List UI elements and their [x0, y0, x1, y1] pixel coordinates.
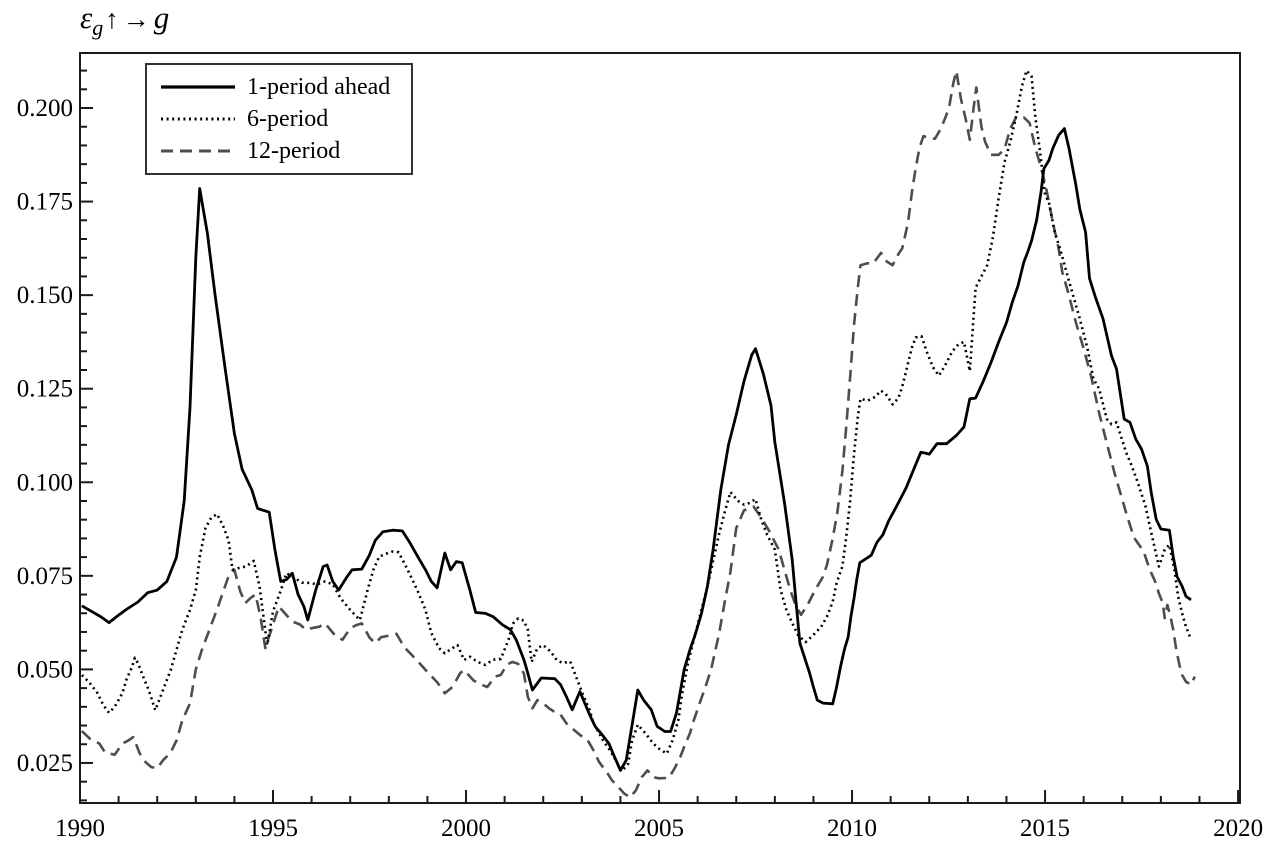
dashed-line-sample-icon: [161, 149, 235, 153]
y-axis-tick-label: 0.075: [17, 563, 73, 590]
y-axis-tick-label: 0.050: [17, 656, 73, 683]
dotted-line-sample-icon: [161, 117, 235, 121]
x-axis-tick-label: 2005: [634, 815, 684, 842]
legend-item-6-period: 6-period: [159, 104, 411, 134]
title-epsilon: ε: [80, 0, 93, 35]
title-target-variable: g: [153, 0, 170, 35]
y-axis-tick-label: 0.125: [17, 376, 73, 403]
chart-title: εg↑ → g: [80, 0, 170, 39]
x-axis-tick-label: 2015: [1020, 815, 1070, 842]
series-line-1-period-ahead: [81, 127, 1192, 772]
x-axis-tick-label: 2010: [827, 815, 877, 842]
series-line-6-period: [80, 69, 1193, 772]
x-axis-tick-label: 1995: [248, 815, 298, 842]
x-axis-tick-label: 2020: [1213, 815, 1263, 842]
legend-item-1-period-ahead: 1-period ahead: [159, 72, 411, 102]
legend-box: 1-period ahead 6-period 12-period: [145, 63, 413, 175]
right-arrow-icon: →: [122, 4, 150, 34]
x-axis-tick-label: 2000: [441, 815, 491, 842]
y-axis-tick-label: 0.150: [17, 282, 73, 309]
legend-label: 1-period ahead: [247, 73, 391, 100]
x-axis-tick-label: 1990: [55, 815, 105, 842]
legend-label: 6-period: [247, 105, 329, 132]
y-axis-tick-label: 0.100: [17, 469, 73, 496]
series-line-12-period: [80, 69, 1196, 799]
legend-label: 12-period: [247, 137, 341, 164]
y-axis-tick-label: 0.025: [17, 750, 73, 777]
y-axis-tick-label: 0.200: [17, 95, 73, 122]
solid-line-sample-icon: [161, 85, 235, 89]
legend-item-12-period: 12-period: [159, 136, 411, 166]
title-epsilon-subscript: g: [92, 15, 104, 41]
up-arrow-icon: ↑: [105, 4, 119, 34]
y-axis-tick-label: 0.175: [17, 189, 73, 216]
